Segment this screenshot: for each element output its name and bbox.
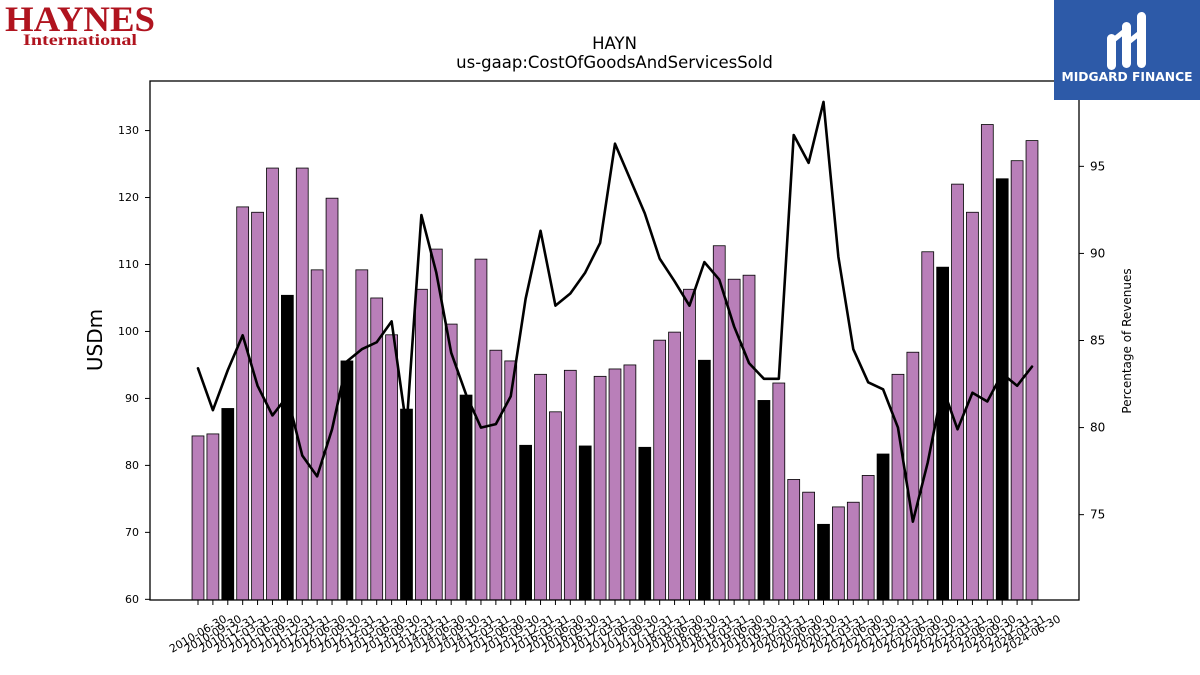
bar-highlighted [995, 178, 1009, 601]
midgard-icon-stroke [1137, 12, 1146, 68]
y2-tick-label: 85 [1090, 334, 1105, 348]
bar [563, 369, 577, 601]
bar [310, 269, 324, 601]
y-tick-label: 90 [125, 392, 139, 405]
y2-tick-label: 75 [1090, 508, 1105, 522]
midgard-finance-logo: MIDGARD FINANCE [1054, 0, 1200, 100]
bar-series [191, 124, 1039, 601]
bar [891, 373, 905, 601]
bar-highlighted [578, 445, 592, 601]
bar [712, 245, 726, 601]
bar [772, 382, 786, 601]
bar [861, 475, 875, 601]
bar [355, 269, 369, 601]
bar [683, 288, 696, 601]
y-tick-label: 100 [118, 325, 139, 338]
bar [206, 433, 220, 601]
midgard-icon-stroke [1123, 29, 1144, 47]
haynes-logo: HAYNES International [5, 0, 155, 49]
bar [668, 331, 681, 601]
midgard-icon-stroke [1108, 27, 1129, 45]
bar [802, 491, 815, 601]
bar-highlighted [698, 359, 711, 601]
percentage-of-revenues-line [196, 100, 1034, 523]
bar [385, 334, 398, 601]
bar [921, 251, 935, 601]
bar-highlighted [757, 400, 771, 601]
bar [474, 258, 488, 601]
chart-title: HAYN [592, 34, 637, 53]
y-tick-label: 60 [125, 593, 139, 606]
bar [236, 206, 250, 601]
bar [951, 183, 964, 601]
bar [251, 211, 264, 601]
bar-highlighted [340, 360, 354, 601]
bar [608, 368, 622, 601]
bar-highlighted [936, 266, 950, 601]
bar [742, 274, 756, 601]
haynes-logo-wordmark: HAYNES [5, 0, 155, 39]
x-axis: 2010-06-302010-09-302010-12-312011-03-31… [167, 600, 1063, 656]
bar [266, 167, 279, 601]
bar [787, 479, 801, 601]
bar [832, 506, 845, 601]
bar-highlighted [876, 453, 890, 601]
bar [593, 375, 607, 601]
bar [980, 124, 994, 601]
bar [489, 349, 503, 601]
bar [191, 435, 205, 601]
y-tick-label: 70 [125, 526, 139, 539]
bar [295, 167, 309, 601]
bar [549, 411, 562, 601]
y-tick-label: 80 [125, 459, 139, 472]
bar [415, 288, 428, 601]
y-tick-label: 130 [118, 124, 139, 137]
bar-highlighted [817, 523, 830, 601]
y2-tick-label: 95 [1090, 159, 1105, 173]
bar-highlighted [221, 408, 235, 601]
chart-subtitle: us-gaap:CostOfGoodsAndServicesSold [456, 53, 773, 72]
y-tick-label: 120 [118, 191, 139, 204]
y2-axis-label: Percentage of Revenues [1120, 268, 1134, 413]
midgard-logo-wordmark: MIDGARD FINANCE [1062, 69, 1193, 84]
y2-tick-label: 80 [1090, 421, 1105, 435]
haynes-logo-subtitle: International [23, 32, 138, 49]
y-axis-label: USDm [83, 309, 107, 371]
midgard-m-icon [1107, 12, 1146, 70]
bar-highlighted [638, 446, 652, 601]
bar [906, 351, 920, 601]
bar-highlighted [519, 444, 533, 601]
bar [534, 373, 547, 601]
y-axis-right: 75 80 85 90 95 [1079, 159, 1105, 522]
bar [623, 364, 637, 601]
bar [846, 501, 860, 601]
bar-highlighted [280, 294, 294, 601]
bar [653, 339, 667, 601]
y2-tick-label: 90 [1090, 246, 1105, 260]
bar-highlighted [400, 408, 413, 601]
line-series [196, 100, 1034, 523]
bar-highlighted [459, 394, 473, 601]
y-axis-left: 60 70 80 90 100 110 120 130 [118, 124, 150, 606]
bar [325, 197, 339, 601]
y-tick-label: 110 [118, 258, 139, 271]
